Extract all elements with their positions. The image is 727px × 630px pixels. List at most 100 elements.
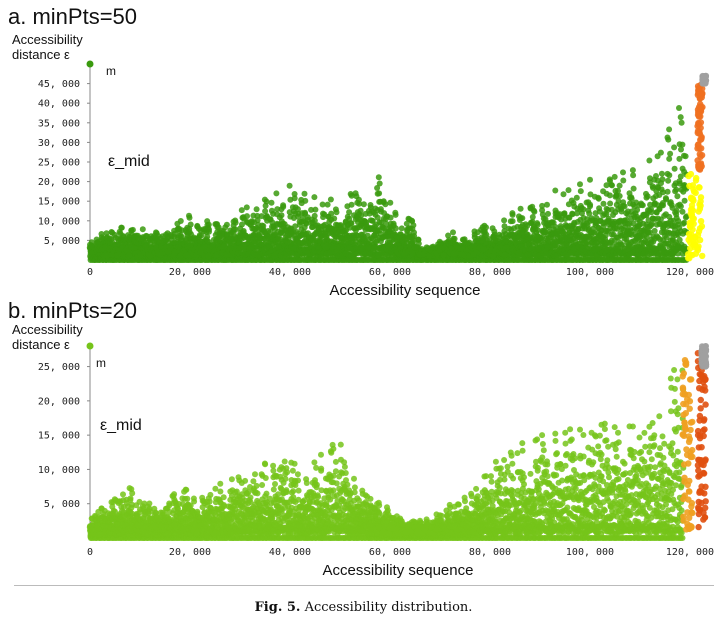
panel-a-point — [681, 197, 688, 204]
panel-a-point — [367, 202, 374, 208]
panel-a-tail-point — [687, 170, 695, 178]
panel-a-point — [608, 181, 615, 188]
panel-b-x-tick-label: 120, 000 — [666, 547, 714, 558]
panel-a-point — [677, 114, 684, 121]
panel-a-point — [509, 218, 516, 225]
panel-a-point — [644, 193, 651, 200]
panel-a-point — [375, 174, 382, 181]
panel-a-point — [440, 252, 447, 259]
panel-a-point — [544, 201, 550, 208]
panel-a-y-tick-label: 35, 000 — [38, 118, 80, 129]
panel-a-point — [595, 194, 602, 201]
panel-a-point — [667, 199, 674, 206]
panel-a-point — [204, 233, 211, 240]
panel-a-ylabel-line2: distance ε — [12, 47, 70, 62]
panel-a-point — [232, 226, 239, 233]
panel-a-tail-point — [699, 252, 706, 260]
panel-b-point — [207, 491, 214, 498]
panel-b-ylabel-line2: distance ε — [12, 337, 70, 352]
panel-a-point — [328, 210, 335, 217]
panel-a-point — [577, 181, 583, 188]
panel-b-y-tick-label: 15, 000 — [38, 431, 80, 442]
panel-b-x-tick-label: 40, 000 — [269, 547, 311, 558]
panel-b-point — [217, 480, 224, 487]
panel-a-point — [666, 155, 673, 162]
panel-a-tail-point — [694, 111, 702, 119]
panel-a-point — [682, 153, 689, 160]
panel-a-point — [129, 226, 136, 233]
panel-a-tail-point — [687, 223, 694, 231]
panel-a-point — [125, 252, 133, 259]
panel-a-point — [606, 192, 613, 199]
panel-a-point — [600, 200, 607, 207]
panel-a-point — [243, 204, 250, 211]
panel-a: a. minPts=50 Accessibility distance ε m … — [8, 4, 714, 299]
panel-a-point — [667, 150, 674, 157]
panel-a-xlabel: Accessibility sequence — [330, 282, 481, 299]
panel-a-point — [301, 190, 308, 197]
panel-a-point — [552, 187, 559, 194]
panel-a-point — [681, 219, 688, 226]
panel-a-tail-point — [693, 174, 700, 182]
panel-a-point — [615, 187, 621, 194]
panel-a-point — [187, 221, 194, 228]
panel-a-point — [324, 201, 331, 208]
panel-a-point — [278, 212, 285, 219]
panel-b-point — [247, 494, 254, 501]
panel-b-y-tick-label: 20, 000 — [38, 396, 80, 407]
panel-a-x-tick-label: 40, 000 — [269, 267, 311, 278]
panel-b-x-tick-label: 20, 000 — [169, 547, 211, 558]
panel-a-ylabel-line1: Accessibility — [12, 32, 83, 47]
panel-a-point — [534, 220, 541, 227]
panel-a-point — [501, 251, 508, 258]
panel-a-point — [139, 226, 146, 233]
panel-a-point — [205, 221, 212, 228]
panel-a-y-tick-label: 20, 000 — [38, 177, 80, 188]
panel-a-tail-point — [696, 128, 703, 135]
panel-b-point — [127, 495, 134, 502]
panel-a-title: a. minPts=50 — [8, 4, 137, 29]
panel-a-point — [376, 190, 383, 197]
panel-a-point — [570, 199, 577, 206]
panel-b-unit: m — [96, 356, 106, 370]
panel-b-point — [220, 494, 227, 501]
panel-a-point — [673, 207, 680, 214]
panel-a-point — [678, 119, 685, 126]
panel-a-epsilon-mid-label: ε_mid — [108, 153, 150, 170]
panel-a-point — [616, 193, 623, 199]
panel-b-point — [262, 475, 269, 481]
panel-a-point — [573, 194, 580, 201]
panel-a-point — [254, 212, 261, 219]
panel-a-x-tick-label: 0 — [87, 267, 93, 278]
panel-a-point — [291, 195, 298, 202]
panel-a-y-axis-marker — [86, 60, 94, 68]
panel-a-tail-point — [690, 186, 697, 193]
panel-b-point — [259, 482, 266, 488]
panel-a-point — [369, 217, 376, 224]
panel-a-point — [206, 226, 212, 233]
panel-a-point — [398, 225, 405, 232]
panel-a-tail-point — [695, 103, 703, 111]
panel-a-point — [671, 165, 678, 172]
panel-a-point — [392, 225, 399, 232]
panel-b-point — [254, 490, 261, 497]
panel-a-point — [352, 190, 359, 197]
panel-a-point — [263, 198, 270, 205]
panel-a-y-tick-label: 15, 000 — [38, 197, 80, 208]
panel-a-point — [220, 243, 228, 250]
panel-a-tail-point — [700, 75, 707, 82]
panel-a-y-tick-label: 5, 000 — [44, 236, 80, 247]
panel-a-point — [451, 235, 458, 242]
panel-a-point — [519, 215, 526, 222]
panel-a-point — [674, 193, 681, 200]
panel-a-x-tick-label: 100, 000 — [566, 267, 614, 278]
panel-a-point — [273, 190, 280, 197]
panel-b-point — [120, 491, 126, 498]
panel-a-point — [311, 212, 318, 219]
panel-a-point — [677, 203, 684, 210]
panel-a-point — [332, 206, 339, 213]
panel-a-point — [177, 232, 184, 239]
panel-a-point — [673, 186, 680, 193]
panel-a-tail-point — [687, 245, 694, 252]
